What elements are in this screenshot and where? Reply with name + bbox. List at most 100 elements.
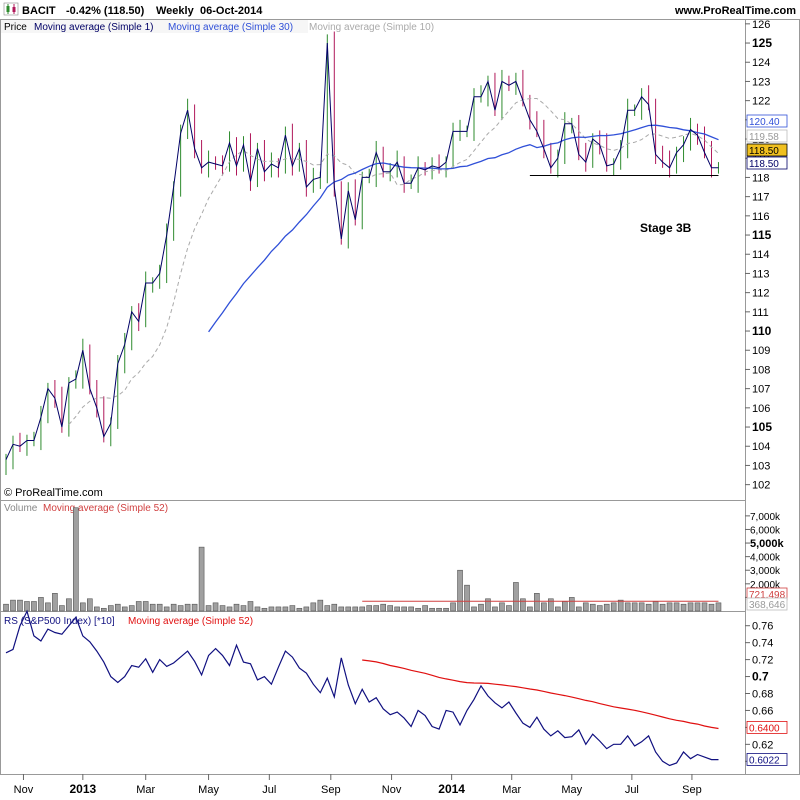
volume-bar	[233, 603, 240, 612]
volume-legend: Volume Moving average (Simple 52)	[4, 503, 168, 514]
volume-bar	[87, 598, 93, 612]
tag-volume: 368,646	[749, 600, 786, 611]
rs-tick-label: 0.66	[752, 705, 773, 717]
tag-ma10: 119.58	[749, 132, 779, 143]
volume-bar	[624, 602, 631, 612]
volume-bar	[422, 605, 428, 612]
volume-bar	[631, 602, 638, 612]
volume-bar	[80, 602, 86, 612]
tag-ma1-box	[746, 156, 788, 170]
price-tick-label: 123	[752, 76, 770, 88]
volume-bar	[603, 603, 610, 612]
ma30-line	[208, 124, 719, 333]
legend-rs-ma: Moving average (Simple 52)	[128, 616, 253, 627]
change: -0.42% (118.50)	[66, 5, 145, 17]
volume-tick-label: 3,000k	[750, 566, 781, 577]
x-tick-label: May	[561, 784, 582, 796]
volume-bar	[121, 606, 128, 612]
volume-bar	[659, 603, 666, 612]
rs-tick-label: 0.7	[752, 670, 769, 684]
rs-tick-label: 0.68	[752, 689, 773, 701]
volume-bar	[24, 601, 30, 612]
price-tick-label: 109	[752, 345, 770, 357]
volume-bar	[184, 603, 191, 612]
volume-bar	[394, 606, 400, 612]
volume-bar	[520, 598, 526, 612]
volume-bar	[3, 603, 9, 612]
price-bars	[5, 31, 719, 476]
tag-rs: 0.6022	[749, 755, 780, 766]
price-tick-label: 102	[752, 480, 770, 492]
volume-bar	[596, 605, 603, 612]
volume-bar	[666, 602, 673, 612]
volume-bar	[373, 605, 380, 612]
legend-ma10: Moving average (Simple 10)	[309, 22, 434, 33]
rs-tick-label: 0.62	[752, 739, 773, 751]
x-tick-label: Sep	[321, 784, 341, 796]
volume-bar	[324, 605, 331, 612]
volume-bar	[289, 605, 296, 612]
volume-bar	[701, 602, 708, 612]
volume-bar	[317, 599, 324, 612]
volume-bar	[310, 602, 317, 612]
volume-bar	[17, 599, 23, 612]
tag-volume-box	[746, 597, 788, 611]
price-tick-label: 125	[752, 36, 772, 50]
volume-bar	[268, 606, 275, 612]
tag-ma1: 118.50	[749, 159, 779, 170]
price-tick-label: 116	[752, 211, 770, 223]
volume-bar	[282, 606, 289, 612]
volume-bar	[45, 602, 51, 612]
volume-bar	[296, 607, 303, 612]
volume-bar	[149, 603, 156, 612]
copyright: © ProRealTime.com	[4, 487, 103, 499]
price-tick-label: 115	[752, 228, 772, 242]
legend-ma30: Moving average (Simple 30)	[168, 22, 293, 33]
volume-bar	[212, 602, 219, 612]
x-tick-label: 2014	[438, 782, 465, 796]
volume-bar	[541, 602, 547, 612]
period: Weekly	[156, 5, 195, 17]
price-tick-label: 111	[752, 307, 769, 319]
price-tick-label: 117	[752, 192, 770, 204]
volume-bar	[499, 602, 505, 612]
volume-bar	[464, 584, 470, 612]
symbol: BACIT	[22, 5, 56, 17]
price-tick-label: 112	[752, 288, 770, 300]
volume-bar	[485, 598, 491, 612]
volume-bar	[534, 593, 540, 612]
volume-bar	[135, 601, 142, 612]
price-tick-label: 106	[752, 403, 770, 415]
site-url[interactable]: www.ProRealTime.com	[674, 5, 796, 17]
volume-bar	[589, 603, 596, 612]
volume-tick-label: 6,000k	[750, 525, 781, 536]
volume-bar	[436, 607, 442, 612]
volume-bar	[73, 507, 79, 612]
legend-rs: RS (S&P500 Index) [*10]	[4, 616, 115, 627]
volume-bar	[680, 603, 687, 612]
volume-bar	[114, 603, 121, 612]
volume-bar	[415, 607, 421, 612]
volume-bar	[673, 602, 680, 612]
volume-bar	[694, 602, 701, 612]
volume-tick-label: 2,000k	[750, 580, 781, 591]
x-tick-label: Jul	[625, 784, 639, 796]
x-tick-label: Mar	[502, 784, 521, 796]
price-tick-label: 126	[752, 19, 770, 31]
volume-bar	[429, 607, 435, 612]
x-axis: Nov 2013 Mar May Jul Sep Nov 2014 Mar May Jul Sep	[14, 774, 702, 796]
volume-bar	[408, 606, 414, 612]
volume-tick-label: 7,000k	[750, 512, 781, 523]
volume-bar	[450, 602, 456, 612]
volume-tick-label: 4,000k	[750, 553, 781, 564]
volume-bar	[401, 606, 407, 612]
volume-bar	[345, 606, 352, 612]
volume-bar	[527, 606, 533, 612]
volume-bar	[31, 601, 37, 612]
tag-ma10-box	[746, 129, 788, 143]
volume-bar	[568, 597, 575, 612]
legend-volume-ma: Moving average (Simple 52)	[43, 503, 168, 514]
volume-bar	[177, 605, 184, 612]
volume-bar	[555, 606, 561, 612]
volume-bar	[94, 606, 100, 612]
